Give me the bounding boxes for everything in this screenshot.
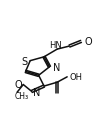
Text: O: O xyxy=(85,37,92,47)
Text: O: O xyxy=(14,79,22,89)
Text: CH₃: CH₃ xyxy=(15,91,29,100)
Text: S: S xyxy=(21,56,27,66)
Text: OH: OH xyxy=(69,72,82,81)
Text: N: N xyxy=(53,62,60,72)
Text: N: N xyxy=(33,88,40,97)
Text: HN: HN xyxy=(49,41,62,50)
